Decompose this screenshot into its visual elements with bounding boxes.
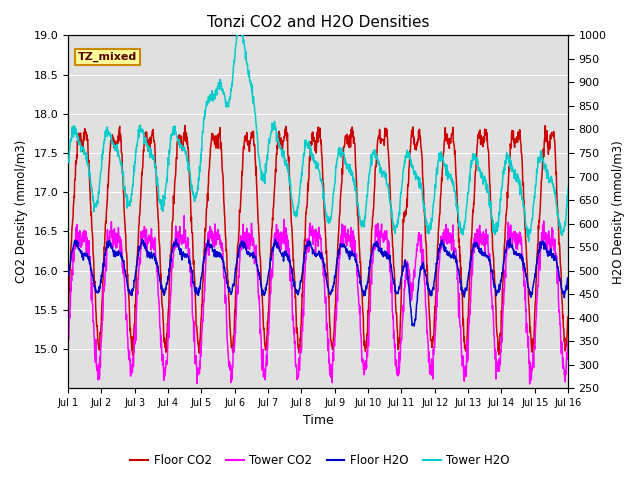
Legend: Floor CO2, Tower CO2, Floor H2O, Tower H2O: Floor CO2, Tower CO2, Floor H2O, Tower H… xyxy=(125,449,515,472)
X-axis label: Time: Time xyxy=(303,414,333,427)
Y-axis label: H2O Density (mmol/m3): H2O Density (mmol/m3) xyxy=(612,140,625,284)
Y-axis label: CO2 Density (mmol/m3): CO2 Density (mmol/m3) xyxy=(15,140,28,284)
Text: TZ_mixed: TZ_mixed xyxy=(78,52,137,62)
Title: Tonzi CO2 and H2O Densities: Tonzi CO2 and H2O Densities xyxy=(207,15,429,30)
